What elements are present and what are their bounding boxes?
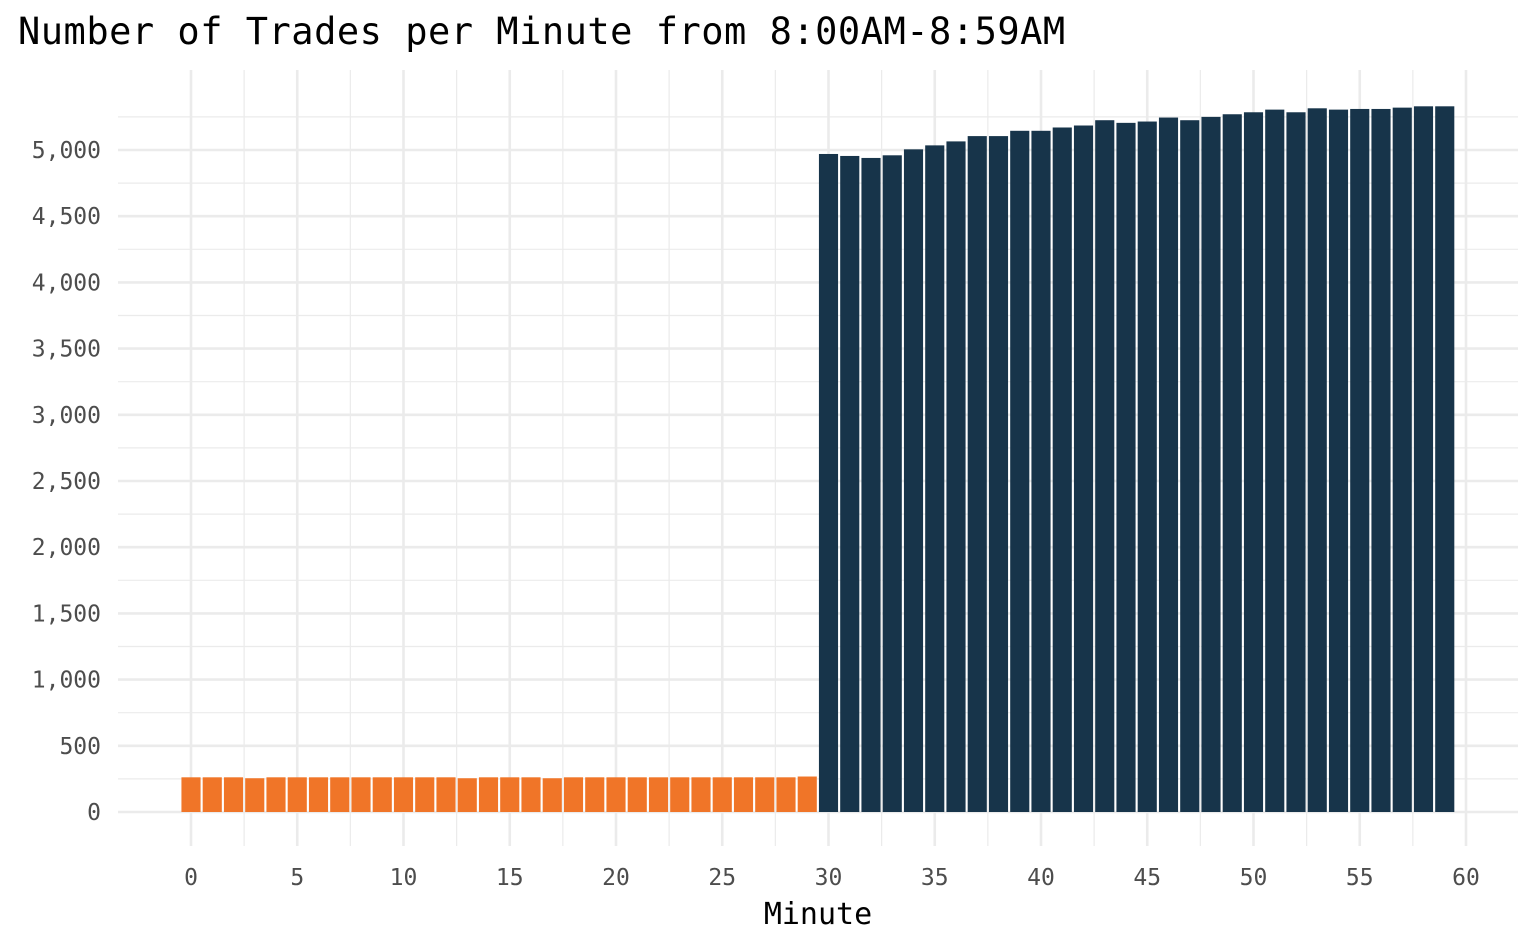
bar-minute-5 — [287, 777, 307, 812]
x-tick-label: 30 — [815, 865, 843, 891]
bar-minute-19 — [585, 777, 605, 812]
y-tick-label: 0 — [87, 800, 101, 826]
bar-minute-41 — [1052, 127, 1072, 812]
x-tick-label: 55 — [1346, 865, 1374, 891]
bar-minute-54 — [1328, 109, 1349, 813]
bar-minute-53 — [1307, 108, 1327, 812]
x-tick-label: 45 — [1133, 865, 1161, 891]
bar-minute-58 — [1413, 106, 1434, 813]
bar-minute-35 — [925, 145, 945, 813]
bar-minute-47 — [1180, 120, 1200, 812]
bar-minute-12 — [436, 777, 456, 812]
bar-minute-57 — [1392, 107, 1412, 812]
bar-minute-9 — [372, 777, 392, 812]
bar-minute-39 — [1010, 130, 1030, 812]
x-tick-label: 10 — [390, 865, 418, 891]
bar-minute-50 — [1243, 112, 1264, 813]
bar-minute-6 — [308, 777, 329, 812]
y-tick-label: 4,000 — [32, 270, 101, 296]
bar-minute-22 — [648, 777, 669, 812]
bar-minute-45 — [1137, 121, 1157, 812]
x-tick-label: 15 — [496, 865, 524, 891]
y-tick-label: 1,500 — [32, 601, 101, 627]
y-tick-label: 1,000 — [32, 668, 101, 694]
x-tick-label: 5 — [290, 865, 304, 891]
bar-minute-4 — [266, 777, 286, 812]
bar-minute-27 — [755, 777, 775, 812]
y-tick-label: 3,000 — [32, 403, 101, 429]
chart-title: Number of Trades per Minute from 8:00AM-… — [18, 10, 1066, 53]
bar-minute-13 — [457, 778, 477, 812]
bar-minute-11 — [415, 777, 435, 812]
bar-minute-10 — [393, 777, 414, 812]
x-axis-title: Minute — [764, 897, 872, 932]
bar-minute-52 — [1286, 112, 1306, 813]
x-tick-label: 0 — [184, 865, 198, 891]
bar-minute-55 — [1350, 108, 1370, 813]
y-tick-label: 3,500 — [32, 337, 101, 363]
bar-minute-42 — [1073, 125, 1094, 813]
bar-minute-29 — [797, 776, 817, 812]
x-tick-label: 25 — [708, 865, 736, 891]
bar-minute-24 — [691, 777, 711, 812]
bar-minute-20 — [606, 777, 626, 812]
bar-minute-1 — [202, 777, 222, 812]
x-tick-label: 60 — [1452, 865, 1480, 891]
bar-minute-15 — [500, 777, 520, 812]
bar-minute-40 — [1031, 130, 1051, 812]
bar-minute-8 — [351, 777, 371, 812]
x-tick-label: 40 — [1027, 865, 1055, 891]
bar-minute-3 — [245, 778, 265, 812]
x-tick-label: 35 — [921, 865, 949, 891]
bar-minute-36 — [946, 141, 966, 813]
bar-minute-56 — [1371, 108, 1391, 813]
bar-minute-16 — [521, 777, 541, 812]
bar-minute-33 — [882, 155, 902, 812]
bar-minute-0 — [181, 777, 201, 812]
y-tick-label: 4,500 — [32, 204, 101, 230]
bar-minute-14 — [478, 777, 499, 812]
y-tick-label: 5,000 — [32, 138, 101, 164]
bar-minute-31 — [840, 155, 860, 812]
bar-minute-43 — [1095, 120, 1115, 812]
y-tick-label: 2,000 — [32, 535, 101, 561]
x-tick-label: 20 — [602, 865, 630, 891]
bar-minute-26 — [733, 777, 754, 812]
bar-minute-28 — [776, 777, 796, 812]
bar-minute-25 — [712, 777, 732, 812]
x-axis: 0 5 10 15 20 25 30 35 40 45 50 55 60 — [184, 865, 1480, 891]
bar-minute-32 — [861, 157, 881, 813]
y-tick-label: 2,500 — [32, 469, 101, 495]
bar-minute-30 — [818, 153, 839, 813]
bar-minute-49 — [1222, 114, 1242, 812]
y-axis: 0 500 1,000 1,500 2,000 2,500 3,000 3,500 4,000 4… — [32, 138, 101, 826]
bar-minute-48 — [1201, 116, 1221, 812]
bar-minute-59 — [1435, 106, 1455, 813]
bar-minute-34 — [903, 149, 924, 812]
bar-minute-46 — [1158, 117, 1179, 812]
bar-minute-17 — [542, 778, 562, 812]
bar-layer — [181, 106, 1455, 813]
x-tick-label: 50 — [1240, 865, 1268, 891]
bar-minute-18 — [563, 777, 584, 812]
bar-minute-21 — [627, 777, 647, 812]
bar-minute-23 — [670, 777, 690, 812]
bar-minute-51 — [1265, 109, 1285, 813]
bar-minute-7 — [330, 777, 350, 812]
bar-minute-44 — [1116, 122, 1136, 812]
y-tick-label: 500 — [59, 734, 101, 760]
bar-minute-37 — [967, 136, 987, 812]
bar-minute-38 — [988, 136, 1009, 812]
bar-minute-2 — [223, 777, 244, 812]
